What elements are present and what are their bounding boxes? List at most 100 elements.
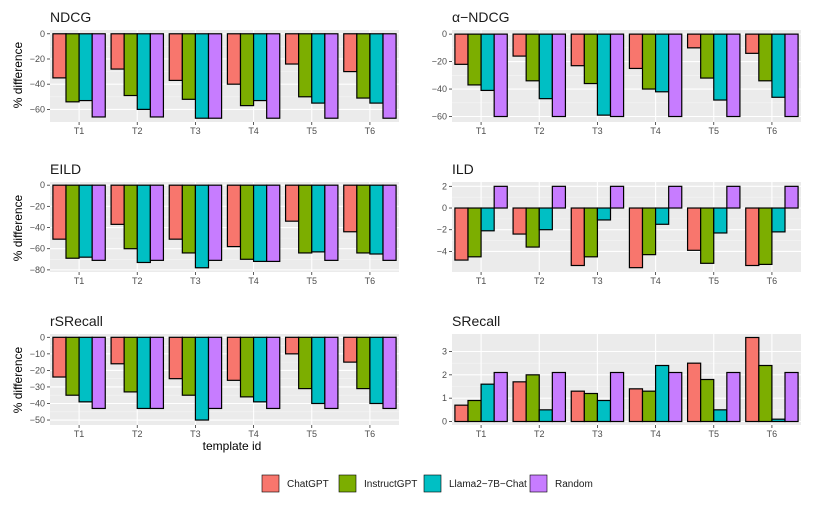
bar-llama2-7b-chat-t4 xyxy=(654,364,670,423)
y-axis-title-row-3: % difference xyxy=(11,346,25,413)
x-tick-label: T6 xyxy=(365,126,376,136)
panel-background xyxy=(50,334,399,425)
bar-instructgpt-t5 xyxy=(298,184,313,254)
bar-random-t6 xyxy=(784,33,799,118)
bar-instructgpt-t3 xyxy=(181,336,197,396)
bar-llama2-7b-chat-t1 xyxy=(480,207,495,232)
bar-chatgpt-t4 xyxy=(226,184,242,248)
bar-chatgpt-t4 xyxy=(226,336,242,381)
x-tick-label: T4 xyxy=(650,429,661,439)
bar-random-t3 xyxy=(207,184,223,261)
bar-llama2-7b-chat-t4 xyxy=(252,336,268,403)
x-tick-label: T1 xyxy=(74,126,85,136)
y-tick-label: 2 xyxy=(442,370,447,380)
bar-chatgpt-t3 xyxy=(168,33,183,82)
x-tick-label: T2 xyxy=(534,126,545,136)
x-tick-label: T4 xyxy=(248,276,259,286)
bar-llama2-7b-chat-t2 xyxy=(538,33,553,100)
x-tick-label: T5 xyxy=(306,126,317,136)
bar-random-t4 xyxy=(668,371,683,423)
bar-chatgpt-t4 xyxy=(628,33,644,70)
bar-chatgpt-t1 xyxy=(454,33,469,65)
panel-title: SRecall xyxy=(452,313,500,329)
bar-random-t6 xyxy=(784,371,799,423)
bar-llama2-7b-chat-t3 xyxy=(194,336,210,421)
x-tick-label: T3 xyxy=(592,126,603,136)
x-tick-label: T1 xyxy=(74,429,85,439)
bar-chatgpt-t2 xyxy=(110,336,125,365)
panel-background xyxy=(452,30,801,122)
bar-chatgpt-t1 xyxy=(52,336,67,378)
bar-llama2-7b-chat-t4 xyxy=(654,33,670,93)
bar-llama2-7b-chat-t4 xyxy=(654,207,670,225)
bar-instructgpt-t6 xyxy=(758,364,773,423)
legend: ChatGPT InstructGPT Llama2−7B−Chat Rando… xyxy=(261,474,593,493)
x-tick-label: T1 xyxy=(476,126,487,136)
bar-llama2-7b-chat-t5 xyxy=(311,33,326,104)
bar-random-t5 xyxy=(726,33,741,118)
bar-llama2-7b-chat-t5 xyxy=(311,336,326,405)
bar-chatgpt-t2 xyxy=(512,33,527,57)
bar-random-t2 xyxy=(149,336,165,410)
legend-label-random: Random xyxy=(555,479,593,490)
bar-random-t4 xyxy=(266,336,281,410)
panel-srecall: SRecall 0 1 2 3 T1 T2 T3 T4 T5 T6 xyxy=(442,313,801,439)
bar-random-t1 xyxy=(493,33,508,118)
y-tick-label: −40 xyxy=(30,398,45,408)
x-tick-label: T3 xyxy=(190,126,201,136)
x-tick-label: T5 xyxy=(306,276,317,286)
x-tick-label: T5 xyxy=(708,276,719,286)
bar-llama2-7b-chat-t2 xyxy=(136,184,151,264)
bar-instructgpt-t1 xyxy=(467,207,482,258)
bar-llama2-7b-chat-t3 xyxy=(596,33,612,116)
bar-llama2-7b-chat-t6 xyxy=(369,33,384,104)
bar-llama2-7b-chat-t1 xyxy=(480,33,495,92)
bar-instructgpt-t2 xyxy=(123,33,138,97)
bar-chatgpt-t1 xyxy=(454,404,469,423)
legend-swatch-chatgpt xyxy=(261,474,280,493)
y-tick-label: −2 xyxy=(437,225,447,235)
bar-instructgpt-t6 xyxy=(758,33,773,82)
bar-llama2-7b-chat-t6 xyxy=(771,207,786,233)
bar-llama2-7b-chat-t3 xyxy=(596,399,612,423)
bar-llama2-7b-chat-t5 xyxy=(713,33,728,101)
bar-random-t2 xyxy=(149,184,165,261)
bar-random-t3 xyxy=(609,33,625,118)
bar-llama2-7b-chat-t1 xyxy=(78,184,93,258)
bar-instructgpt-t1 xyxy=(65,33,80,103)
bar-instructgpt-t1 xyxy=(467,33,482,86)
panel-ndcg: NDCG 0 −20 −40 −60 T1 T2 T3 T4 T5 T6 xyxy=(30,9,399,136)
bar-instructgpt-t5 xyxy=(700,33,715,79)
bar-instructgpt-t1 xyxy=(65,336,80,396)
bar-llama2-7b-chat-t1 xyxy=(480,383,495,423)
x-tick-label: T5 xyxy=(708,126,719,136)
y-tick-label: 0 xyxy=(40,332,45,342)
y-tick-label: −60 xyxy=(432,112,447,122)
bar-instructgpt-t3 xyxy=(181,184,197,254)
bar-llama2-7b-chat-t5 xyxy=(311,184,326,253)
bar-instructgpt-t5 xyxy=(298,336,313,390)
bar-random-t1 xyxy=(493,371,508,423)
panel-ild: ILD 2 0 −2 −4 T1 T2 T3 T4 T5 T6 xyxy=(437,161,801,286)
x-tick-label: T3 xyxy=(190,276,201,286)
panel-title: α−NDCG xyxy=(452,9,510,25)
bar-chatgpt-t5 xyxy=(284,184,300,222)
bar-random-t3 xyxy=(207,336,223,410)
bar-chatgpt-t6 xyxy=(343,184,358,233)
y-tick-label: −20 xyxy=(30,365,45,375)
panel-title: NDCG xyxy=(50,9,91,25)
bar-chatgpt-t6 xyxy=(343,336,358,363)
panel-title: EILD xyxy=(50,161,81,177)
x-tick-label: T6 xyxy=(365,276,376,286)
y-tick-label: 0 xyxy=(40,29,45,39)
bar-llama2-7b-chat-t5 xyxy=(713,207,728,234)
y-tick-label: 0 xyxy=(442,29,447,39)
bar-llama2-7b-chat-t3 xyxy=(194,184,210,269)
bar-llama2-7b-chat-t6 xyxy=(771,418,786,423)
bar-chatgpt-t2 xyxy=(512,381,527,423)
y-axis-title-row-1: % difference xyxy=(11,41,25,108)
bar-llama2-7b-chat-t6 xyxy=(369,336,384,405)
bar-instructgpt-t2 xyxy=(525,374,540,423)
y-tick-label: −40 xyxy=(30,223,45,233)
